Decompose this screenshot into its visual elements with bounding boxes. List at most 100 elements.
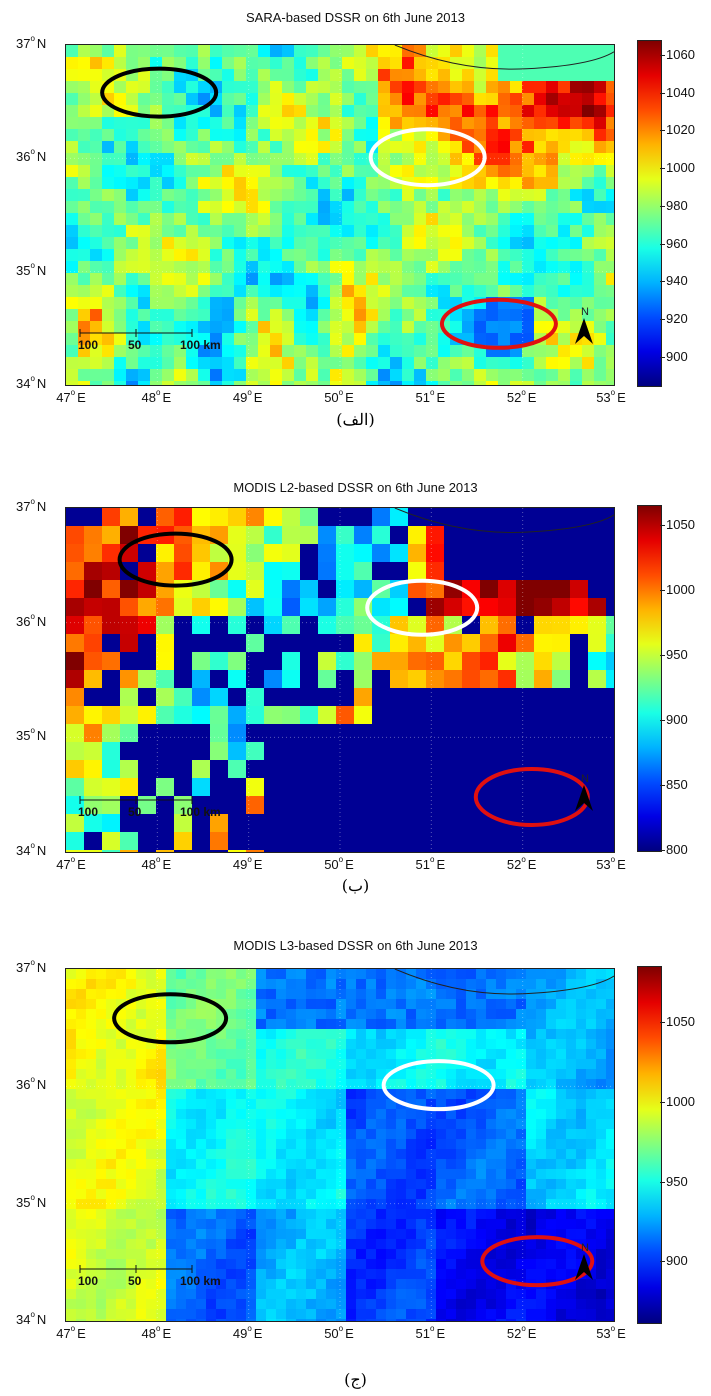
raster-cell (516, 1259, 527, 1270)
raster-cell (256, 1279, 267, 1290)
north-label: N (581, 773, 589, 785)
raster-cell (462, 634, 481, 653)
raster-cell (222, 105, 235, 118)
raster-cell (576, 1099, 587, 1110)
raster-cell (582, 357, 595, 370)
raster-cell (390, 357, 403, 370)
raster-cell (138, 177, 151, 190)
raster-cell (576, 1069, 587, 1080)
raster-cell (474, 201, 487, 214)
raster-cell (426, 213, 439, 226)
raster-cell (356, 1049, 367, 1060)
raster-cell (246, 796, 265, 815)
raster-cell (526, 1169, 537, 1180)
raster-cell (206, 1059, 217, 1070)
raster-cell (256, 1189, 267, 1200)
raster-cell (138, 273, 151, 286)
raster-cell (296, 1029, 307, 1040)
raster-cell (436, 1309, 447, 1320)
colorbar-tick-label: 1000 (660, 160, 695, 176)
raster-cell (296, 1259, 307, 1270)
raster-cell (176, 1239, 187, 1250)
raster-cell (376, 1219, 387, 1230)
raster-cell (306, 285, 319, 298)
raster-cell (282, 189, 295, 202)
raster-cell (126, 1219, 137, 1230)
raster-cell (102, 333, 115, 346)
raster-cell (606, 544, 614, 563)
raster-cell (86, 1079, 97, 1090)
raster-cell (246, 333, 259, 346)
raster-cell (186, 93, 199, 106)
raster-cell (294, 381, 307, 385)
raster-cell (136, 1019, 147, 1030)
raster-cell (306, 237, 319, 250)
raster-cell (96, 1149, 107, 1160)
raster-cell (120, 832, 139, 851)
raster-cell (138, 670, 157, 689)
raster-cell (318, 760, 337, 779)
raster-cell (498, 225, 511, 238)
raster-cell (606, 1269, 614, 1280)
raster-cell (66, 1019, 77, 1030)
raster-cell (186, 321, 199, 334)
raster-cell (566, 1299, 577, 1310)
raster-cell (576, 1159, 587, 1170)
raster-cell (342, 177, 355, 190)
raster-cell (426, 1209, 437, 1220)
raster-cell (78, 285, 91, 298)
raster-cell (498, 237, 511, 250)
raster-cell (386, 1279, 397, 1290)
raster-cell (486, 57, 499, 70)
raster-cell (326, 1249, 337, 1260)
raster-cell (438, 153, 451, 166)
raster-cell (456, 1049, 467, 1060)
raster-cell (376, 1129, 387, 1140)
raster-cell (276, 1209, 287, 1220)
raster-cell (426, 1199, 437, 1210)
raster-cell (78, 69, 91, 82)
raster-cell (166, 1269, 177, 1280)
raster-cell (570, 69, 583, 82)
raster-cell (222, 69, 235, 82)
raster-cell (582, 345, 595, 358)
raster-cell (166, 1249, 177, 1260)
raster-cell (378, 189, 391, 202)
raster-cell (196, 1259, 207, 1270)
raster-cell (570, 598, 589, 617)
raster-cell (306, 201, 319, 214)
raster-cell (192, 706, 211, 725)
raster-cell (166, 1319, 177, 1321)
raster-cell (162, 333, 175, 346)
raster-cell (296, 1119, 307, 1130)
raster-cell (76, 989, 87, 1000)
raster-cell (256, 1029, 267, 1040)
raster-cell (354, 724, 373, 743)
raster-cell (406, 1129, 417, 1140)
raster-cell (66, 297, 79, 310)
raster-cell (264, 706, 283, 725)
raster-cell (146, 1219, 157, 1230)
raster-cell (606, 1009, 614, 1020)
raster-cell (516, 544, 535, 563)
raster-cell (346, 1219, 357, 1230)
raster-cell (402, 249, 415, 262)
north-arrow-icon (575, 318, 593, 344)
raster-cell (90, 369, 103, 382)
raster-cell (146, 1079, 157, 1090)
raster-cell (166, 1139, 177, 1150)
raster-cell (534, 213, 547, 226)
raster-cell (426, 1119, 437, 1130)
raster-cell (406, 1219, 417, 1230)
raster-cell (226, 989, 237, 1000)
raster-cell (186, 177, 199, 190)
raster-cell (588, 598, 607, 617)
raster-cell (318, 580, 337, 599)
raster-cell (316, 1169, 327, 1180)
raster-cell (102, 45, 115, 58)
raster-cell (316, 1269, 327, 1280)
raster-cell (570, 81, 583, 94)
raster-cell (226, 979, 237, 990)
raster-cell (306, 1299, 317, 1310)
